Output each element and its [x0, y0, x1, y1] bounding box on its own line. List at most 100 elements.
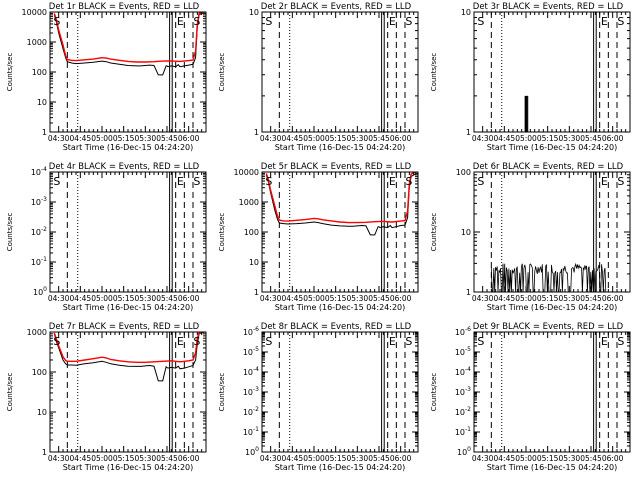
segment-marker-s: S — [265, 335, 272, 348]
x-tick-label: 06:00 — [390, 134, 412, 143]
y-tick-label: 1000 — [27, 328, 47, 337]
x-tick-label: 04:45 — [494, 454, 516, 463]
plot-area — [66, 172, 194, 292]
y-tick-label: 1 — [466, 288, 471, 297]
x-tick-label: 04:30 — [48, 294, 70, 303]
x-tick-label: 05:15 — [325, 454, 347, 463]
x-tick-label: 05:00 — [515, 294, 537, 303]
y-tick-label: 100 — [33, 286, 47, 297]
plot-frame — [473, 331, 631, 453]
y-tick-label: 10 — [249, 8, 259, 17]
y-axis-label: Counts/sec — [430, 53, 438, 92]
y-tick-label: 10 — [249, 258, 259, 267]
series-lld — [53, 12, 205, 63]
x-tick-label: 05:00 — [515, 134, 537, 143]
y-tick-label: 1000 — [27, 38, 47, 47]
series-lld — [265, 172, 417, 224]
segment-marker-s: S — [193, 335, 200, 348]
x-tick-label: 05:45 — [156, 134, 178, 143]
x-tick-label: 05:30 — [135, 294, 157, 303]
chart-det-1: Det 1r BLACK = Events, RED = LLD Counts/s… — [6, 2, 207, 152]
y-tick-label: 100 — [245, 446, 259, 457]
segment-marker-s: S — [477, 15, 484, 28]
chart-det-2: Det 2r BLACK = Events, RED = LLD Counts/s… — [218, 2, 419, 152]
segment-marker-e: E — [177, 335, 184, 348]
x-tick-label: 04:30 — [472, 294, 494, 303]
y-tick-label: 1 — [42, 448, 47, 457]
plot-frame — [261, 11, 419, 133]
x-tick-label: 05:45 — [368, 294, 390, 303]
x-tick-label: 05:45 — [368, 134, 390, 143]
x-tick-label: 06:00 — [390, 294, 412, 303]
x-tick-label: 04:30 — [260, 294, 282, 303]
x-axis-label: Start Time (16-Dec-15 04:24:20) — [487, 303, 618, 312]
chart-title: Det 6r BLACK = Events, RED = LLD — [473, 162, 624, 172]
y-axis-label: Counts/sec — [218, 373, 226, 412]
chart-det-3: Det 3r BLACK = Events, RED = LLD Counts/s… — [430, 2, 631, 152]
x-tick-label: 06:00 — [178, 454, 200, 463]
y-axis-label: Counts/sec — [218, 53, 226, 92]
y-tick-label: 100 — [456, 168, 471, 177]
plot-frame — [49, 331, 207, 453]
chart-det-4: Det 4r BLACK = Events, RED = LLD Counts/s… — [6, 162, 207, 312]
segment-marker-s: S — [53, 175, 60, 188]
x-tick-label: 04:45 — [494, 134, 516, 143]
y-tick-label: 10-4 — [455, 366, 471, 377]
x-tick-label: 06:00 — [178, 294, 200, 303]
plot-frame — [261, 171, 419, 293]
x-tick-label: 06:00 — [390, 454, 412, 463]
segment-marker-s: S — [405, 175, 412, 188]
x-tick-label: 04:45 — [494, 294, 516, 303]
x-tick-label: 05:15 — [537, 454, 559, 463]
plot-area — [265, 172, 417, 292]
series-events — [490, 262, 608, 292]
plot-frame — [49, 11, 207, 133]
segment-marker-s: S — [617, 175, 624, 188]
y-tick-label: 1 — [42, 128, 47, 137]
y-tick-label: 10-2 — [455, 406, 471, 417]
segment-marker-s: S — [265, 15, 272, 28]
y-tick-label: 10-3 — [31, 196, 47, 207]
chart-title: Det 1r BLACK = Events, RED = LLD — [49, 2, 200, 12]
x-axis-label: Start Time (16-Dec-15 04:24:20) — [487, 143, 618, 152]
y-tick-label: 10-3 — [243, 386, 259, 397]
x-tick-label: 04:30 — [260, 454, 282, 463]
segment-marker-e: E — [177, 175, 184, 188]
y-tick-label: 10-3 — [455, 386, 471, 397]
y-axis-label: Counts/sec — [430, 373, 438, 412]
plot-area — [278, 332, 406, 452]
x-tick-label: 04:45 — [282, 294, 304, 303]
x-tick-label: 04:45 — [282, 134, 304, 143]
x-axis-label: Start Time (16-Dec-15 04:24:20) — [487, 463, 618, 472]
segment-marker-s: S — [477, 175, 484, 188]
x-tick-label: 04:30 — [472, 454, 494, 463]
segment-marker-e: E — [177, 15, 184, 28]
y-axis-label: Counts/sec — [218, 213, 226, 252]
series-events — [265, 173, 417, 236]
y-tick-label: 1 — [466, 128, 471, 137]
x-tick-label: 05:30 — [135, 454, 157, 463]
segment-marker-s: S — [477, 335, 484, 348]
x-axis-label: Start Time (16-Dec-15 04:24:20) — [275, 463, 406, 472]
x-tick-label: 05:00 — [91, 134, 113, 143]
segment-marker-s: S — [193, 175, 200, 188]
y-tick-label: 10 — [37, 98, 47, 107]
x-axis-label: Start Time (16-Dec-15 04:24:20) — [63, 143, 194, 152]
x-tick-label: 05:15 — [537, 294, 559, 303]
x-tick-label: 05:00 — [303, 294, 325, 303]
y-tick-label: 10 — [461, 228, 471, 237]
y-tick-label: 10-4 — [243, 366, 259, 377]
x-tick-label: 05:15 — [325, 134, 347, 143]
y-tick-label: 10-6 — [243, 326, 259, 337]
chart-det-9: Det 9r BLACK = Events, RED = LLD Counts/s… — [430, 322, 631, 472]
y-tick-label: 1000 — [239, 198, 259, 207]
plot-area — [53, 332, 205, 452]
segment-marker-s: S — [617, 335, 624, 348]
x-tick-label: 05:30 — [347, 134, 369, 143]
x-tick-label: 05:30 — [135, 134, 157, 143]
segment-marker-s: S — [193, 15, 200, 28]
x-tick-label: 05:15 — [113, 294, 135, 303]
chart-title: Det 4r BLACK = Events, RED = LLD — [49, 162, 200, 172]
chart-title: Det 7r BLACK = Events, RED = LLD — [49, 322, 200, 332]
y-tick-label: 100 — [457, 446, 471, 457]
